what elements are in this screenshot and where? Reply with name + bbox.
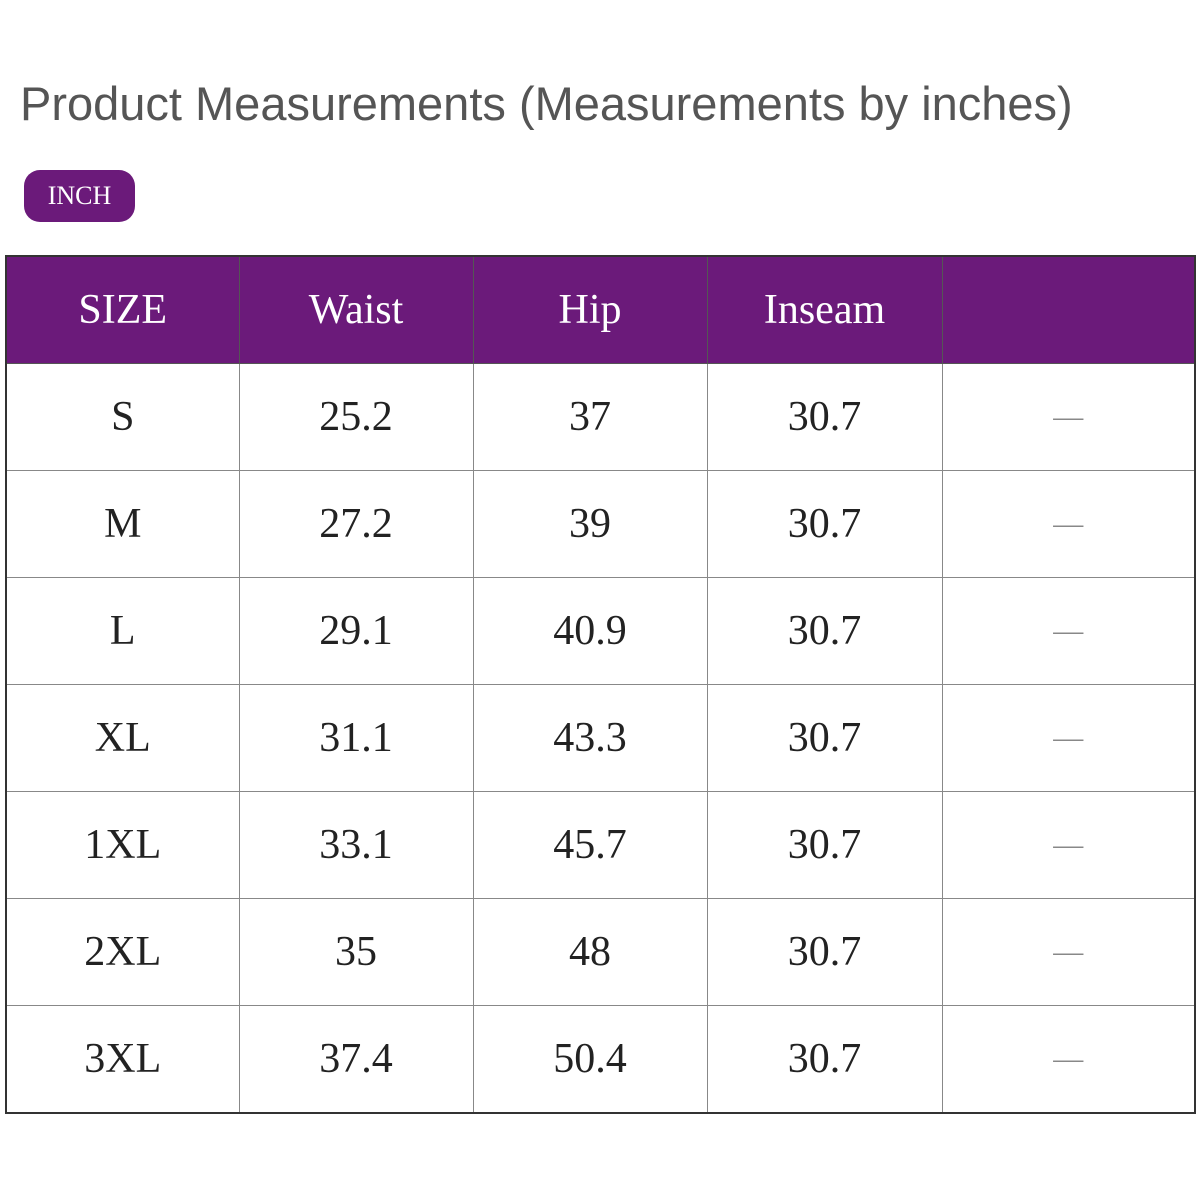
table-row: 2XL 35 48 30.7— [5,898,1196,1006]
empty-cell: — [941,363,1196,471]
empty-cell: — [941,791,1196,899]
table-cell: 30.7 [706,684,943,792]
table-cell: 39 [472,470,708,578]
table-cell: 29.1 [238,577,474,685]
table-cell: 30.7 [706,363,943,471]
table-cell: 50.4 [472,1005,708,1114]
empty-cell: — [941,898,1196,1006]
table-row: XL 31.1 43.3 30.7— [5,684,1196,792]
table-cell: 27.2 [238,470,474,578]
table-row: M 27.2 39 30.7— [5,470,1196,578]
page-title: Product Measurements (Measurements by in… [20,77,1073,130]
table-row: 1XL 33.1 45.7 30.7— [5,791,1196,899]
empty-cell: — [941,1005,1196,1114]
empty-cell: — [941,684,1196,792]
table-cell: 30.7 [706,470,943,578]
table-cell: 30.7 [706,1005,943,1114]
table-cell: 2XL [5,898,240,1006]
table-cell: 48 [472,898,708,1006]
table-cell: 35 [238,898,474,1006]
table-cell: 30.7 [706,791,943,899]
empty-cell: — [941,470,1196,578]
table-cell: L [5,577,240,685]
table-cell: S [5,363,240,471]
empty-cell: — [941,577,1196,685]
table-row: S 25.2 37 30.7— [5,363,1196,471]
table-cell: 3XL [5,1005,240,1114]
unit-badge[interactable]: INCH [24,170,135,222]
table-cell: 43.3 [472,684,708,792]
table-cell: 37 [472,363,708,471]
table-cell: 45.7 [472,791,708,899]
header-row: SIZE Waist Hip Inseam [5,255,1196,364]
table-cell: 33.1 [238,791,474,899]
table-cell: 30.7 [706,898,943,1006]
column-header-empty [941,255,1196,364]
table-cell: 31.1 [238,684,474,792]
table-cell: 25.2 [238,363,474,471]
column-header: Inseam [706,255,943,364]
table-cell: 30.7 [706,577,943,685]
column-header: Hip [472,255,708,364]
size-table: SIZE Waist Hip Inseam S 25.2 37 30.7— M 27.2 39 30.… [5,255,1196,1114]
table-cell: XL [5,684,240,792]
table-cell: M [5,470,240,578]
table-cell: 37.4 [238,1005,474,1114]
table-cell: 1XL [5,791,240,899]
table-row: L 29.1 40.9 30.7— [5,577,1196,685]
column-header: Waist [238,255,474,364]
column-header: SIZE [5,255,240,364]
table-row: 3XL 37.4 50.4 30.7— [5,1005,1196,1114]
table-cell: 40.9 [472,577,708,685]
